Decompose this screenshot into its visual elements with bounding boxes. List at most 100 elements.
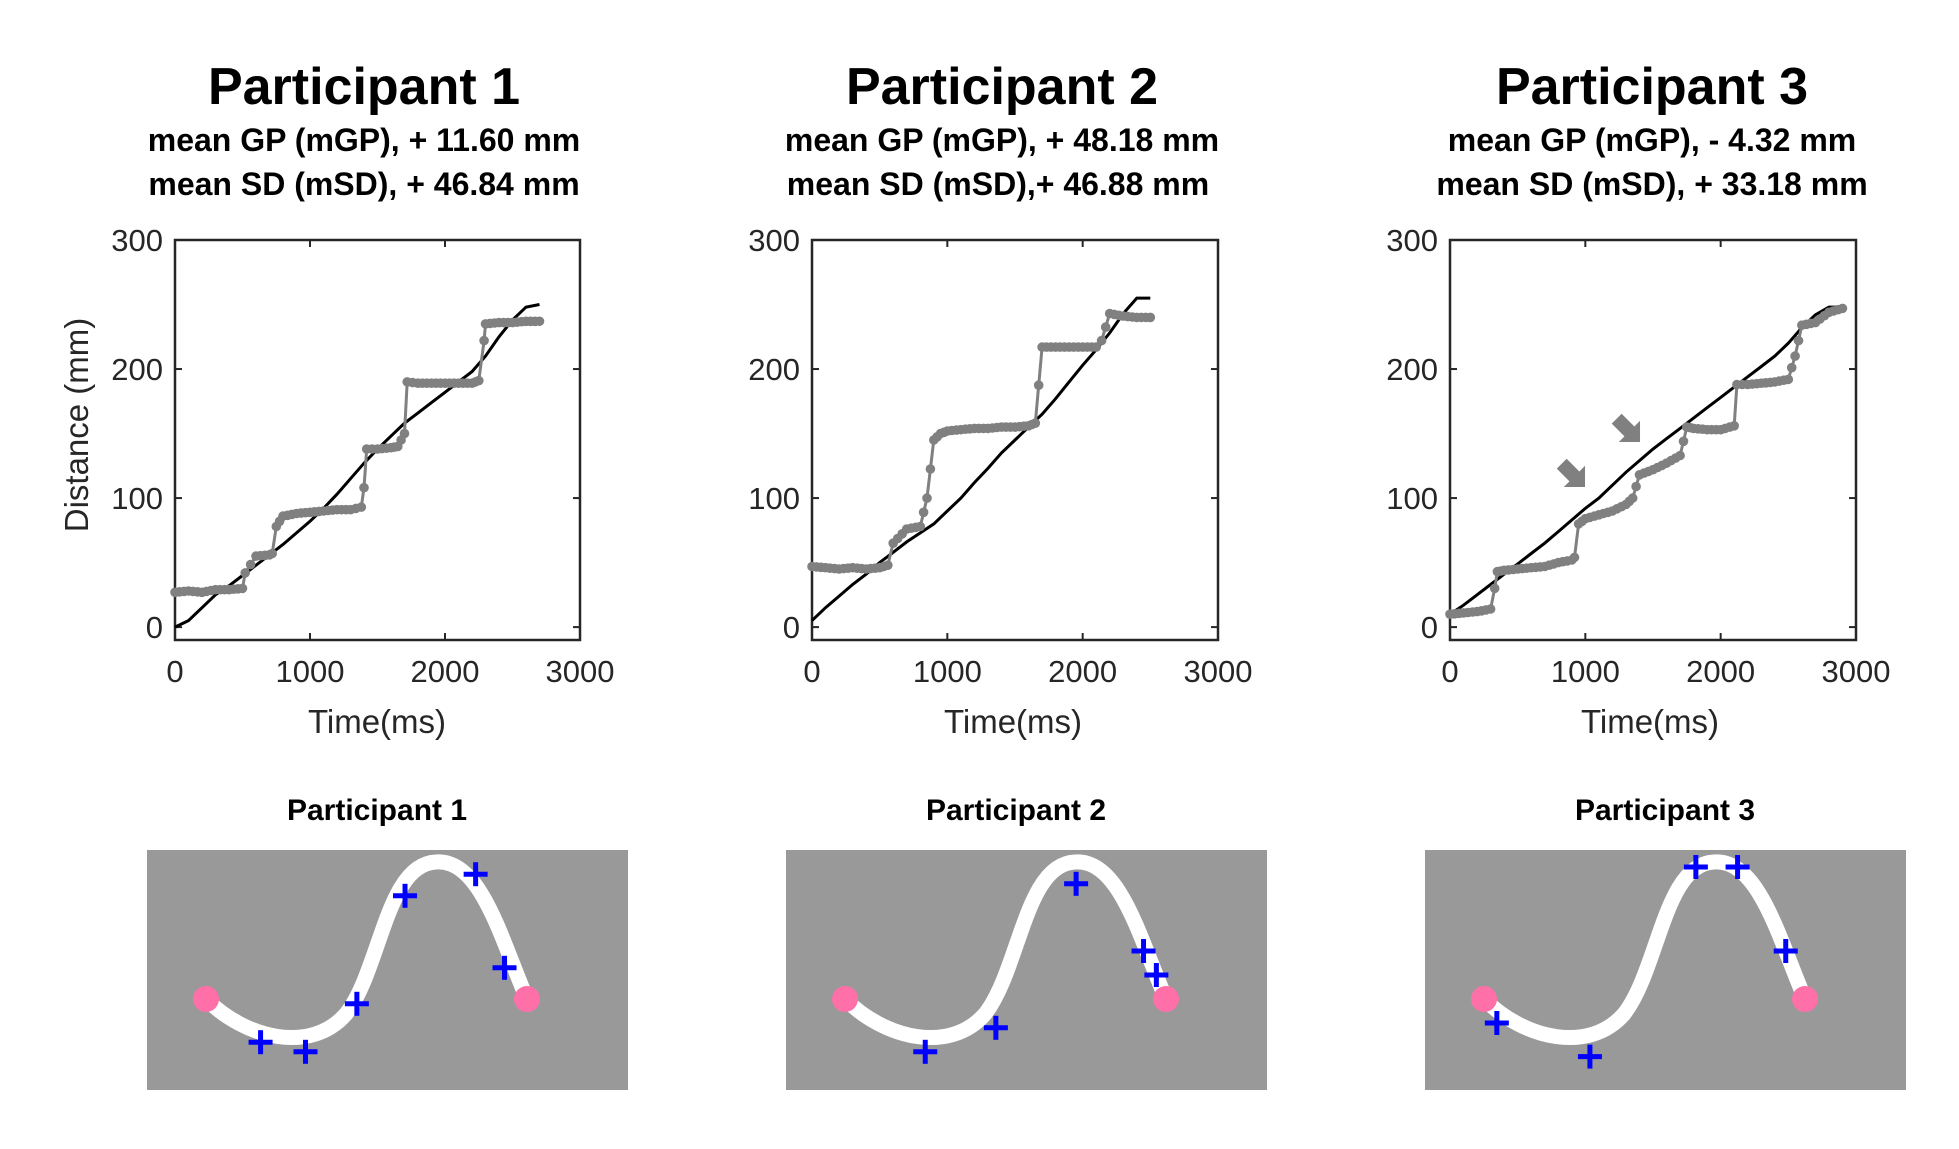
measured-point xyxy=(1489,583,1500,594)
measured-point xyxy=(1091,342,1101,352)
y-tick-label: 300 xyxy=(1386,223,1438,258)
plot-frame xyxy=(173,238,582,642)
measured-point xyxy=(237,583,248,594)
trajectory-panel-3 xyxy=(1425,850,1906,1090)
measured-point xyxy=(534,316,545,327)
x-tick-label: 2000 xyxy=(1048,654,1117,689)
measured-point xyxy=(1783,374,1794,385)
measured-point xyxy=(883,560,893,570)
y-tick-label: 0 xyxy=(146,610,163,645)
measured-point xyxy=(1627,493,1638,503)
x-tick-label: 0 xyxy=(803,654,820,689)
chart-subtitle-gp: mean GP (mGP), + 11.60 mm xyxy=(148,122,581,158)
start-point xyxy=(832,986,858,1012)
measured-point xyxy=(1793,335,1804,346)
measured-point xyxy=(399,428,410,439)
end-point xyxy=(1153,986,1179,1012)
plot-frame xyxy=(1448,238,1858,642)
measured-point xyxy=(1790,351,1800,361)
y-tick-label: 200 xyxy=(748,352,800,387)
chart-3: 0 1000 2000 3000 0 100 200 300 xyxy=(1386,223,1890,689)
y-tick-label: 200 xyxy=(1386,352,1438,387)
annotation-arrow-2 xyxy=(1611,413,1641,443)
measured-point xyxy=(245,559,256,570)
measured-point xyxy=(1033,380,1044,391)
trajectory-background xyxy=(147,850,628,1090)
measured-point xyxy=(1837,303,1848,314)
measured-point xyxy=(356,502,367,512)
x-tick-label: 1000 xyxy=(913,654,982,689)
trajectory-panel-1 xyxy=(147,850,628,1090)
start-point xyxy=(1471,986,1497,1012)
arrow-shape xyxy=(1611,413,1641,443)
x-tick-label: 3000 xyxy=(1184,654,1253,689)
trajectory-path xyxy=(198,854,535,1045)
y-axis-label: Distance (mm) xyxy=(58,318,95,533)
chart-subtitle-sd: mean SD (mSD),+ 46.88 mm xyxy=(787,166,1209,202)
measured-line xyxy=(174,319,540,594)
measured-point xyxy=(1675,450,1685,461)
x-tick-label: 2000 xyxy=(411,654,480,689)
y-tick-label: 100 xyxy=(1386,481,1438,516)
trajectory-title: Participant 3 xyxy=(1575,794,1755,827)
measured-point xyxy=(1569,552,1580,563)
trajectory-background xyxy=(1425,850,1906,1090)
measured-point xyxy=(240,568,250,578)
y-tick-label: 0 xyxy=(1421,610,1438,645)
y-tick-label: 0 xyxy=(783,610,800,645)
measured-point xyxy=(1145,312,1156,323)
x-tick-label: 0 xyxy=(1441,654,1458,689)
measured-point xyxy=(1786,362,1797,373)
x-tick-label: 1000 xyxy=(1551,654,1620,689)
trajectory-title: Participant 2 xyxy=(926,794,1106,827)
measured-point xyxy=(474,375,484,386)
trajectory-background xyxy=(786,850,1267,1090)
x-tick-label: 1000 xyxy=(276,654,345,689)
y-tick-label: 100 xyxy=(748,481,800,516)
measured-point xyxy=(918,507,929,518)
measured-point xyxy=(1631,481,1641,492)
chart-title: Participant 1 xyxy=(208,58,520,116)
measured-point xyxy=(1100,322,1111,332)
measured-point xyxy=(1096,335,1107,346)
end-point xyxy=(514,986,540,1012)
measured-point xyxy=(359,482,369,493)
measured-point xyxy=(915,521,926,532)
measured-line xyxy=(811,311,1151,571)
y-tick-label: 300 xyxy=(111,223,163,258)
x-tick-label: 3000 xyxy=(546,654,615,689)
measured-point xyxy=(925,464,936,474)
arrow-shape xyxy=(1556,458,1586,488)
measured-point xyxy=(1729,421,1739,431)
trajectory-path xyxy=(1476,854,1813,1045)
chart-subtitle-gp: mean GP (mGP), - 4.32 mm xyxy=(1448,122,1856,158)
trajectory-panel-2 xyxy=(786,850,1267,1090)
measured-point xyxy=(1678,436,1689,447)
y-tick-label: 100 xyxy=(111,481,163,516)
x-tick-label: 2000 xyxy=(1686,654,1755,689)
reference-line xyxy=(174,303,540,629)
trajectory-path xyxy=(837,854,1174,1045)
end-point xyxy=(1792,986,1818,1012)
y-tick-label: 200 xyxy=(111,352,163,387)
measured-point xyxy=(1030,418,1041,429)
measured-point xyxy=(922,493,932,503)
x-tick-label: 3000 xyxy=(1822,654,1891,689)
x-axis-label: Time(ms) xyxy=(1581,703,1719,740)
chart-subtitle-gp: mean GP (mGP), + 48.18 mm xyxy=(785,122,1219,158)
x-axis-label: Time(ms) xyxy=(308,703,446,740)
chart-2: 0 1000 2000 3000 0 100 200 300 xyxy=(748,223,1252,689)
measured-point xyxy=(1485,604,1496,614)
chart-title: Participant 3 xyxy=(1496,58,1808,116)
chart-subtitle-sd: mean SD (mSD), + 33.18 mm xyxy=(1436,166,1867,202)
trajectory-title: Participant 1 xyxy=(287,794,467,827)
x-axis-label: Time(ms) xyxy=(944,703,1082,740)
plot-frame xyxy=(810,238,1220,642)
chart-1: 0 1000 2000 3000 0 100 200 300 xyxy=(111,223,614,689)
measured-point xyxy=(479,335,489,346)
chart-title: Participant 2 xyxy=(846,58,1158,116)
annotation-arrow-1 xyxy=(1556,458,1586,488)
start-point xyxy=(193,986,219,1012)
chart-subtitle-sd: mean SD (mSD), + 46.84 mm xyxy=(148,166,579,202)
